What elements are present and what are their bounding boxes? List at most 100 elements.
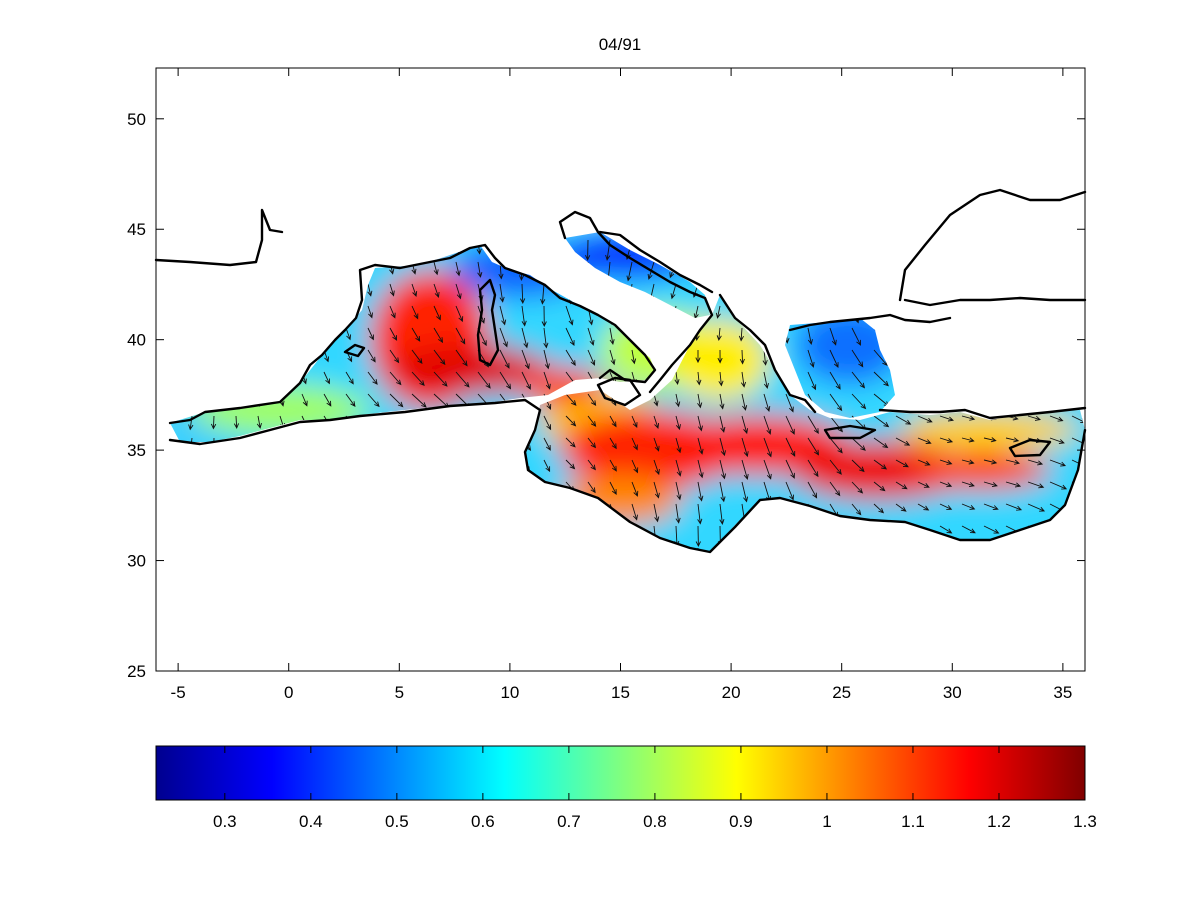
colorbar-tick-label: 1.3 <box>1073 812 1097 831</box>
vector-arrow <box>609 481 617 496</box>
vector-arrow <box>411 283 418 297</box>
x-tick-label: 5 <box>395 683 404 702</box>
vector-arrow <box>565 305 574 326</box>
vector-arrow <box>587 415 597 427</box>
vector-arrow <box>695 350 701 364</box>
vector-arrow <box>455 349 468 367</box>
vector-arrow <box>653 503 660 523</box>
vector-arrow <box>716 327 722 342</box>
vector-arrow <box>521 349 530 370</box>
vector-arrow <box>433 349 446 366</box>
vector-arrow <box>587 481 596 494</box>
x-tick-label: 20 <box>722 683 741 702</box>
vector-arrow <box>851 437 866 451</box>
vector-arrow <box>807 481 818 499</box>
vector-arrow <box>521 371 531 390</box>
x-tick-label: 10 <box>500 683 519 702</box>
vector-arrow <box>587 393 597 407</box>
vector-arrow <box>851 327 861 346</box>
vector-arrow <box>939 525 953 534</box>
vector-arrow <box>851 503 862 516</box>
vector-arrow <box>715 305 721 319</box>
vector-arrow <box>961 525 976 534</box>
vector-arrow <box>829 459 842 475</box>
vector-arrow <box>983 525 1000 534</box>
vector-arrow <box>670 283 677 300</box>
vector-arrow <box>411 305 419 320</box>
vector-arrow <box>543 371 551 390</box>
y-tick-label: 30 <box>127 552 146 571</box>
coastline <box>154 188 1087 554</box>
vector-arrow <box>543 327 549 349</box>
x-tick-label: 0 <box>284 683 293 702</box>
vector-arrow <box>626 261 633 282</box>
vector-arrow <box>477 371 491 389</box>
vector-arrow <box>653 393 659 407</box>
colorbar: 0.3 0.4 0.5 0.6 0.7 0.8 0.9 1 1.1 1.2 1.3 <box>155 745 1097 831</box>
vector-arrow <box>983 503 999 511</box>
vector-arrow <box>1027 481 1045 489</box>
colorbar-tick-label: 1.1 <box>901 812 925 831</box>
vector-arrow <box>740 371 747 388</box>
vector-arrow <box>433 283 440 298</box>
vector-arrow <box>741 481 749 503</box>
vector-arrow <box>719 415 726 433</box>
vector-arrow <box>433 305 441 321</box>
vector-arrow <box>609 437 617 450</box>
vector-arrow <box>674 371 680 386</box>
x-tick-label: 25 <box>832 683 851 702</box>
vector-arrow <box>499 283 505 303</box>
vector-arrow <box>675 437 682 454</box>
vector-arrow <box>738 327 744 342</box>
vector-arrow <box>829 371 841 390</box>
vector-arrow <box>717 349 723 364</box>
vector-arrow <box>411 349 423 365</box>
vector-arrow <box>1049 437 1065 444</box>
vector-arrow <box>719 437 726 457</box>
vector-arrow <box>675 503 681 524</box>
vector-arrow <box>763 393 771 412</box>
colorbar-tick-label: 0.3 <box>213 812 237 831</box>
vector-arrow <box>631 349 637 365</box>
vector-arrow <box>565 437 576 448</box>
vector-arrow <box>719 459 727 480</box>
vector-arrow <box>675 459 682 477</box>
vector-arrow <box>653 481 660 499</box>
vector-arrow <box>653 415 660 429</box>
vector-arrow <box>895 415 912 425</box>
vector-arrow <box>631 437 638 451</box>
y-tick-label: 40 <box>127 331 146 350</box>
vector-arrow <box>367 393 380 408</box>
vector-arrow <box>1049 415 1064 422</box>
vector-arrow <box>895 481 908 490</box>
vector-arrow <box>543 415 552 431</box>
vector-arrow <box>411 327 421 342</box>
vector-arrow <box>807 371 817 391</box>
vector-arrow <box>565 415 577 427</box>
vector-arrow <box>455 261 461 277</box>
vector-arrow <box>762 349 768 366</box>
vector-arrow <box>455 327 466 345</box>
vector-arrow <box>697 415 703 432</box>
vector-arrow <box>587 349 596 366</box>
vector-arrow <box>939 481 953 488</box>
vector-arrow <box>829 393 843 412</box>
vector-arrow <box>565 393 577 406</box>
vector-arrow <box>609 415 617 428</box>
vector-arrow <box>1005 503 1023 511</box>
vector-arrow <box>741 415 749 435</box>
vector-arrow <box>873 437 889 449</box>
vector-arrow <box>961 437 975 443</box>
vector-arrow <box>521 327 529 349</box>
vector-arrow <box>345 393 356 408</box>
vector-arrow <box>917 481 930 488</box>
vector-arrow <box>411 371 425 386</box>
vector-arrow <box>323 393 332 407</box>
vector-arrow <box>587 459 596 471</box>
y-tick-label: 35 <box>127 441 146 460</box>
vector-arrow <box>653 437 660 452</box>
vector-arrow <box>785 459 795 479</box>
colorbar-tick-label: 0.9 <box>729 812 753 831</box>
colorbar-tick-label: 0.7 <box>557 812 581 831</box>
